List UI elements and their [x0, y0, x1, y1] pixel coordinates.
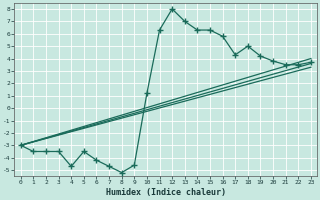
X-axis label: Humidex (Indice chaleur): Humidex (Indice chaleur) — [106, 188, 226, 197]
